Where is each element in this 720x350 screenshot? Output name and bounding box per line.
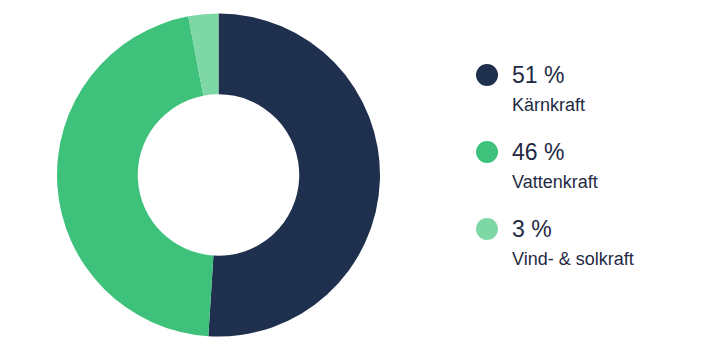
svg-text:3 %: 3 % — [512, 216, 552, 242]
svg-text:Vattenkraft: Vattenkraft — [512, 172, 598, 192]
svg-text:51 %: 51 % — [512, 62, 564, 88]
svg-text:Kärnkraft: Kärnkraft — [512, 95, 585, 115]
svg-text:Vind- & solkraft: Vind- & solkraft — [512, 249, 634, 269]
svg-text:46 %: 46 % — [512, 139, 564, 165]
